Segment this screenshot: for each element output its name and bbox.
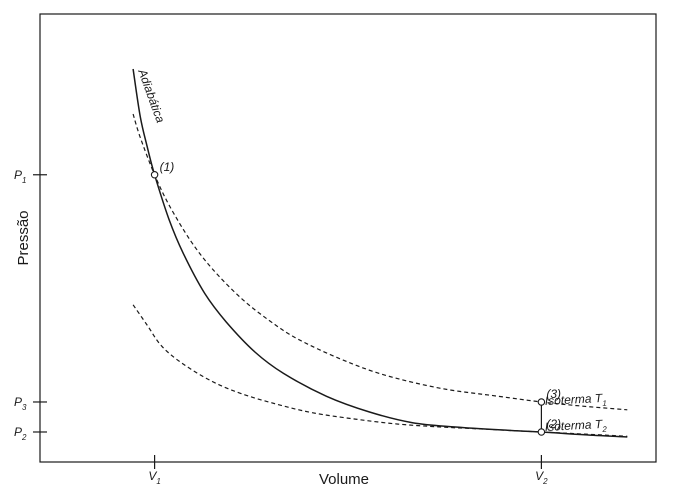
state-point-label-2: (2) [546, 417, 561, 431]
y-axis-label: Pressão [15, 210, 32, 265]
y-tick-label-p2: P2 [14, 425, 27, 442]
state-point-label-3: (3) [546, 387, 561, 401]
series-isoterma-t1-line [132, 113, 628, 411]
state-point-2 [537, 428, 546, 436]
series-adiab-tica-line [132, 68, 628, 438]
x-tick-label-v1: V1 [148, 469, 160, 486]
state-point-3 [537, 398, 546, 406]
y-tick-label-p3: P3 [14, 395, 27, 412]
points-group: (1) (2) (3) [150, 160, 561, 436]
series-label-isoterma-t1: Isoterma T1 [544, 391, 607, 411]
ticks-group: V1 V2 P1 P3 P2 [14, 168, 548, 486]
state-point-1 [150, 171, 159, 179]
series-label-isoterma-t2: Isoterma T2 [544, 417, 607, 437]
plot-frame [39, 13, 657, 463]
state-point-label-1: (1) [160, 160, 175, 174]
y-tick-label-p1: P1 [14, 168, 26, 185]
x-tick-label-v2: V2 [535, 469, 548, 486]
x-axis-label: Volume [319, 471, 369, 488]
curves-group [132, 68, 628, 438]
series-isoterma-t2-line [132, 304, 628, 437]
